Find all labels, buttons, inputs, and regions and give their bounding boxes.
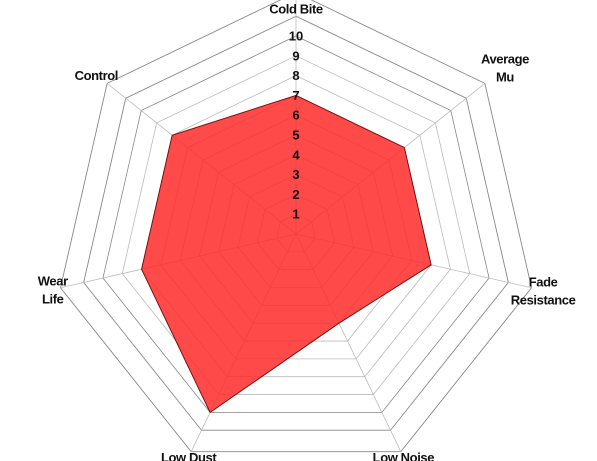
tick-label-8: 8 (292, 68, 299, 83)
radar-series (141, 94, 432, 414)
axis-label-low-dust: Low Dust (161, 450, 217, 461)
series-area-0 (141, 94, 432, 414)
axis-label-control: Control (75, 68, 118, 83)
axis-label-cold-bite: Cold Bite (269, 1, 323, 16)
axis-label-low-noise: Low Noise (373, 450, 435, 461)
grid-frame-ring-2 (60, 0, 532, 453)
tick-label-7: 7 (292, 88, 299, 103)
axis-label-fade-resistance-line-2: Resistance (511, 292, 576, 307)
grid-ring-10 (102, 35, 490, 413)
axis-label-wear-life-line-1: Wear (38, 274, 68, 289)
tick-label-6: 6 (292, 108, 299, 123)
axis-label-wear-life-line-2: Life (42, 292, 64, 307)
tick-label-3: 3 (292, 167, 299, 182)
axis-label-fade-resistance-line-1: Fade (529, 274, 558, 289)
tick-labels: 1 2 3 4 5 6 7 8 9 10 (289, 29, 303, 222)
tick-label-9: 9 (292, 48, 299, 63)
axis-labels: Cold Bite Average Mu Fade Resistance Low Nois… (38, 1, 576, 461)
axis-label-average-mu-line-1: Average (481, 51, 529, 66)
tick-label-1: 1 (292, 207, 299, 222)
tick-label-4: 4 (292, 147, 300, 162)
tick-label-10: 10 (289, 29, 303, 44)
grid-ring-9 (121, 55, 471, 395)
axis-label-average-mu-line-2: Mu (496, 69, 514, 84)
tick-label-5: 5 (292, 128, 299, 143)
grid-frame-ring-1 (83, 15, 509, 431)
tick-label-2: 2 (292, 187, 299, 202)
